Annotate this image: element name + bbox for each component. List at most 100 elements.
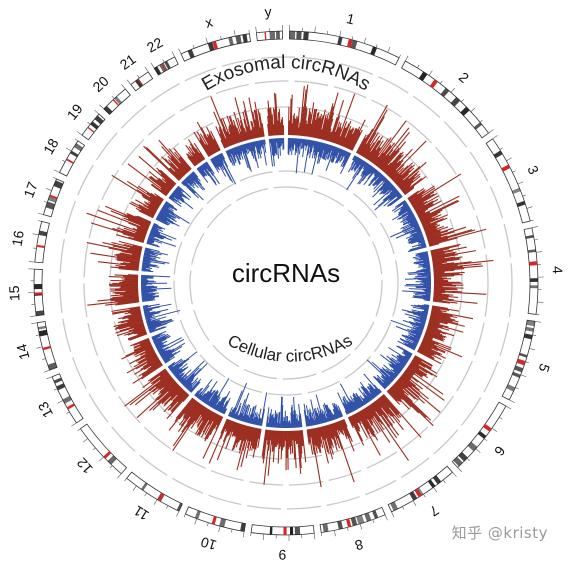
exosomal-bar: [320, 117, 327, 140]
centromere: [42, 345, 51, 351]
exosomal-bar: [352, 414, 361, 430]
exosomal-bar: [249, 427, 256, 451]
exosomal-bar: [433, 265, 483, 271]
exosomal-bar: [424, 226, 438, 233]
chromosome-label-17: 17: [20, 179, 40, 199]
exosomal-bar: [431, 252, 445, 257]
exosomal-bar: [383, 394, 422, 438]
cellular-bar: [332, 408, 338, 420]
axis-tick: [76, 131, 83, 136]
exosomal-bar: [183, 399, 196, 415]
exosomal-bar: [316, 427, 322, 448]
exosomal-bar: [90, 222, 145, 240]
exosomal-bar: [394, 164, 416, 184]
cellular-bar: [405, 232, 423, 239]
cellular-bar: [253, 141, 256, 148]
exosomal-bar: [399, 377, 421, 395]
cellular-bar: [408, 237, 424, 244]
cellular-bar: [253, 141, 257, 147]
cellular-bar: [155, 218, 169, 226]
exosomal-bar: [250, 120, 256, 139]
exosomal-bar: [386, 162, 398, 175]
cytoband: [176, 502, 183, 512]
cellular-bar: [336, 149, 343, 163]
cellular-bar: [144, 249, 154, 253]
axis-tick: [111, 95, 115, 99]
axis-tick: [532, 334, 537, 336]
cellular-bar: [403, 350, 412, 356]
cellular-bar: [406, 213, 414, 219]
cellular-bar: [412, 326, 424, 332]
exosomal-bar: [372, 402, 391, 427]
cellular-bar: [413, 277, 431, 279]
cellular-bar: [157, 215, 174, 225]
exosomal-bar: [189, 403, 201, 418]
cytoband: [467, 441, 478, 452]
cytoband: [526, 320, 536, 327]
exosomal-bar: [392, 165, 409, 181]
exosomal-bar: [156, 195, 164, 201]
cellular-bar: [191, 172, 199, 180]
exosomal-bar: [112, 294, 139, 299]
exosomal-bar: [319, 426, 329, 464]
cellular-bar: [150, 230, 161, 235]
exosomal-bar: [161, 385, 181, 405]
cellular-bar: [383, 192, 401, 207]
cellular-bar: [151, 227, 159, 231]
exosomal-bar: [129, 333, 148, 341]
cytoband: [154, 66, 162, 76]
cellular-bar: [347, 156, 358, 173]
exosomal-bar: [277, 430, 281, 464]
exosomal-bar: [121, 344, 152, 360]
cellular-bar: [146, 320, 159, 326]
cellular-bar: [377, 179, 389, 192]
cellular-bar: [276, 138, 279, 159]
cellular-bar: [153, 334, 170, 343]
exosomal-bar: [403, 372, 412, 379]
exosomal-bar: [186, 153, 197, 167]
cellular-bar: [290, 412, 293, 428]
cellular-bar: [187, 377, 199, 390]
axis-tick: [46, 376, 53, 380]
cellular-bar: [260, 140, 264, 149]
axis-tick: [491, 427, 498, 432]
exosomal-bar: [161, 156, 183, 178]
axis-tick: [512, 170, 516, 173]
exosomal-bar: [310, 109, 317, 138]
cytoband: [523, 333, 533, 340]
cellular-bar: [255, 141, 259, 153]
cellular-bar: [343, 150, 347, 157]
exosomal-bar: [170, 388, 183, 401]
cellular-bar: [323, 411, 328, 423]
exosomal-bar: [419, 209, 443, 221]
exosomal-bar: [137, 352, 156, 364]
exosomal-bar: [415, 200, 434, 212]
cellular-bar: [414, 321, 425, 326]
cellular-bar: [331, 145, 334, 151]
cellular-bar: [169, 366, 174, 370]
exosomal-bar: [433, 287, 457, 290]
exosomal-bar: [409, 185, 435, 203]
exosomal-bar: [138, 155, 175, 187]
cytoband: [38, 230, 48, 237]
cellular-bar: [412, 330, 422, 335]
exosomal-bar: [333, 122, 342, 144]
cellular-bar: [177, 374, 184, 380]
exosomal-bar: [259, 112, 264, 137]
exosomal-bar: [401, 175, 421, 192]
exosomal-bar: [413, 200, 428, 210]
cellular-bar: [168, 358, 183, 369]
exosomal-bar: [118, 321, 144, 330]
guide-circle: [173, 170, 399, 396]
cellular-bar: [272, 417, 275, 428]
exosomal-bar: [224, 419, 231, 432]
cellular-bar: [423, 266, 431, 268]
cellular-bar: [363, 398, 368, 404]
exosomal-bar: [116, 255, 140, 261]
cellular-bar: [141, 295, 159, 299]
cytoband: [45, 201, 56, 210]
cellular-bar: [360, 386, 372, 401]
cellular-bar: [409, 336, 420, 342]
cellular-bar: [171, 358, 190, 373]
exosomal-bar: [304, 123, 308, 137]
